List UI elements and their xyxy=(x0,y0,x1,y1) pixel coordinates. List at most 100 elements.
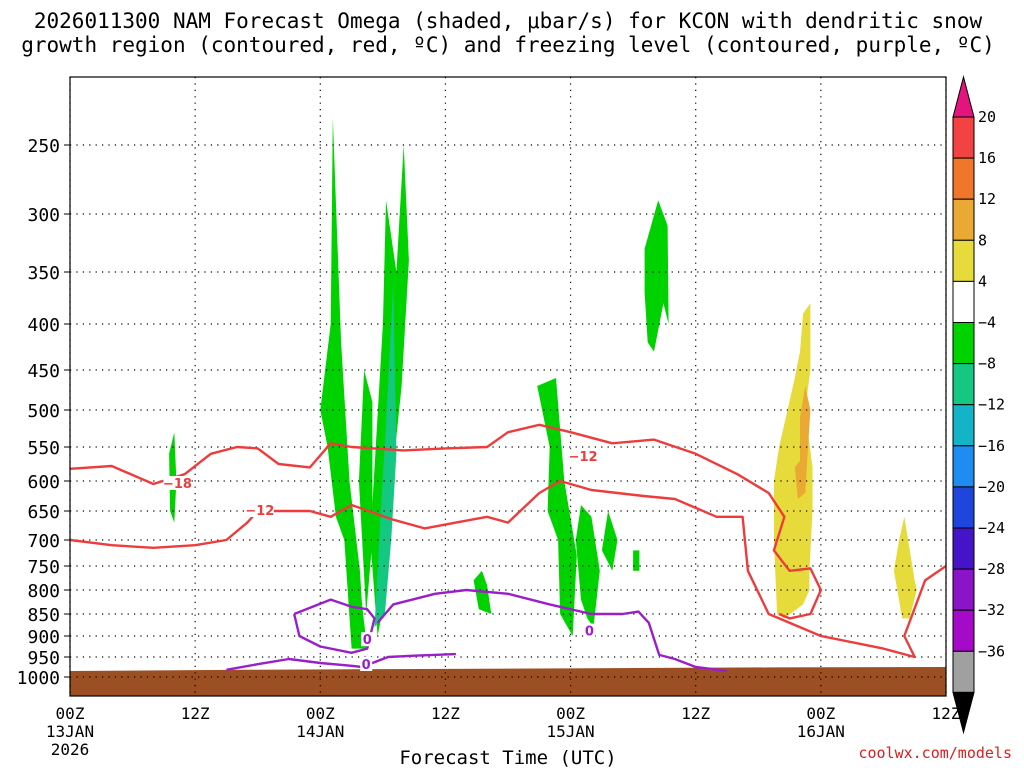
colorbar-swatch-10 xyxy=(952,527,975,570)
omega-region-2 xyxy=(358,370,373,614)
y-tick-label-800: 800 xyxy=(27,581,60,602)
omega-region-9 xyxy=(633,550,640,571)
y-tick-label-350: 350 xyxy=(27,263,60,284)
colorbar-label-12: −32 xyxy=(978,601,1005,619)
chart-title-line-2: growth region (contoured, red, ºC) and f… xyxy=(21,33,995,57)
plot-frame xyxy=(69,76,947,697)
y-tick-label-650: 650 xyxy=(27,502,60,523)
omega-region-11 xyxy=(773,303,813,619)
y-tick-label-500: 500 xyxy=(27,401,60,422)
x-tick-label-3: 12Z xyxy=(431,704,460,723)
dgz-contour-label-0: −18 xyxy=(163,477,192,492)
x-axis-label: Forecast Time (UTC) xyxy=(399,747,616,768)
colorbar-swatch-5 xyxy=(952,322,975,365)
dgz-contour-label-bg-2 xyxy=(569,449,598,464)
colorbar-swatch-6 xyxy=(952,363,975,406)
colorbar-swatch-1 xyxy=(952,157,975,200)
x-tick-label-7: 12Z xyxy=(932,704,961,723)
y-tick-label-950: 950 xyxy=(27,648,60,669)
omega-region-10 xyxy=(644,200,669,352)
freezing-contour-label-1: 0 xyxy=(585,625,594,640)
freezing-contour-label-2: 0 xyxy=(362,658,371,673)
colorbar-label-4: 4 xyxy=(978,272,987,290)
x-tick-year-0: 2026 xyxy=(51,740,90,759)
freezing-contour-line-1 xyxy=(376,588,728,673)
freezing-contour-label-bg-0 xyxy=(361,632,374,647)
omega-region-13 xyxy=(893,516,917,619)
colorbar-swatch-0 xyxy=(952,116,975,159)
colorbar-swatch-12 xyxy=(952,609,975,652)
freezing-contour-line-2 xyxy=(226,652,456,671)
colorbar-swatch-3 xyxy=(952,239,975,282)
colorbar-swatch-4 xyxy=(952,280,975,323)
colorbar-swatch-8 xyxy=(952,445,975,488)
dgz-contour-label-bg-0 xyxy=(163,476,192,490)
freezing-contour-label-0: 0 xyxy=(363,633,372,648)
colorbar: 20 16 12 8 4 −4 −8 −12 −16 −20 −24 −28 −32 −36 xyxy=(952,75,1005,735)
dgz-contour-label-1: −12 xyxy=(245,504,274,519)
omega-shading xyxy=(169,117,917,649)
y-tick-label-550: 550 xyxy=(27,438,60,459)
x-tick-label-6: 00Z xyxy=(806,704,835,723)
dgz-contour-line-1 xyxy=(69,479,947,659)
y-tick-label-750: 750 xyxy=(27,557,60,578)
y-tick-label-900: 900 xyxy=(27,627,60,648)
x-tick-date-4: 15JAN xyxy=(546,722,594,741)
omega-region-7 xyxy=(575,505,600,628)
omega-region-1 xyxy=(320,117,368,649)
omega-region-4 xyxy=(374,282,397,628)
colorbar-swatch-11 xyxy=(952,568,975,611)
colorbar-bottom-arrow xyxy=(952,691,975,735)
colorbar-label-3: 8 xyxy=(978,231,987,249)
x-tick-date-0: 13JAN xyxy=(46,722,94,741)
y-tick-label-700: 700 xyxy=(27,531,60,552)
dgz-contour-label-2: −12 xyxy=(569,450,598,465)
colorbar-swatch-7 xyxy=(952,404,975,447)
site-credit: coolwx.com/models xyxy=(858,744,1012,762)
x-tick-label-2: 00Z xyxy=(306,704,335,723)
x-tick-label-0: 00Z xyxy=(56,704,85,723)
colorbar-label-6: −8 xyxy=(978,355,996,373)
freezing-contour-label-bg-1 xyxy=(583,623,596,638)
freezing-level-contours: 0 0 0 xyxy=(226,588,728,673)
y-axis-pressure-labels: 2503003504004505005506006507007508008509… xyxy=(17,136,70,689)
colorbar-label-2: 12 xyxy=(978,190,996,208)
omega-region-6 xyxy=(537,378,577,636)
y-tick-label-400: 400 xyxy=(27,315,60,336)
y-tick-label-450: 450 xyxy=(27,361,60,382)
colorbar-label-8: −16 xyxy=(978,437,1005,455)
terrain-fill xyxy=(70,667,946,696)
omega-region-12 xyxy=(794,386,811,499)
colorbar-label-13: −36 xyxy=(978,642,1005,660)
colorbar-label-7: −12 xyxy=(978,396,1005,414)
colorbar-label-11: −28 xyxy=(978,560,1005,578)
chart-title-line-1: 2026011300 NAM Forecast Omega (shaded, μ… xyxy=(34,9,983,33)
colorbar-top-arrow xyxy=(952,75,975,118)
dgz-contour-label-bg-1 xyxy=(245,503,274,517)
x-tick-label-5: 12Z xyxy=(681,704,710,723)
y-tick-label-600: 600 xyxy=(27,472,60,493)
terrain-polygon xyxy=(70,667,946,696)
colorbar-label-10: −24 xyxy=(978,519,1005,537)
y-tick-label-300: 300 xyxy=(27,205,60,226)
freezing-contour-label-bg-2 xyxy=(360,657,373,671)
y-tick-label-1000: 1000 xyxy=(17,668,60,689)
omega-region-8 xyxy=(601,511,618,571)
colorbar-label-5: −4 xyxy=(978,314,996,332)
x-tick-date-6: 16JAN xyxy=(797,722,845,741)
y-tick-label-850: 850 xyxy=(27,605,60,626)
colorbar-swatch-9 xyxy=(952,486,975,529)
x-tick-label-4: 00Z xyxy=(556,704,585,723)
colorbar-swatch-13 xyxy=(952,650,975,693)
dendritic-growth-contours: −18 −12 −12 xyxy=(69,423,947,659)
x-tick-label-1: 12Z xyxy=(181,704,210,723)
dgz-contour-line-0 xyxy=(69,423,823,620)
colorbar-swatch-2 xyxy=(952,198,975,241)
x-tick-date-2: 14JAN xyxy=(296,722,344,741)
colorbar-label-9: −20 xyxy=(978,478,1005,496)
colorbar-label-1: 16 xyxy=(978,149,996,167)
colorbar-label-0: 20 xyxy=(978,108,996,126)
y-tick-label-250: 250 xyxy=(27,136,60,157)
